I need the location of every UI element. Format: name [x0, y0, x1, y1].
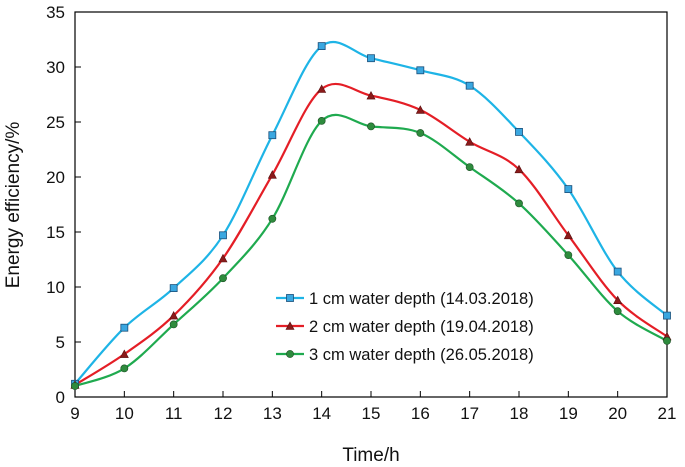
y-tick-label: 20 — [46, 168, 65, 187]
data-point-2cm — [169, 310, 179, 320]
x-tick-label: 13 — [263, 404, 282, 423]
x-tick-label: 17 — [460, 404, 479, 423]
data-point-1cm — [317, 42, 326, 50]
data-point-2cm — [366, 90, 376, 100]
data-point-3cm — [663, 336, 671, 345]
y-tick-label: 35 — [46, 3, 65, 22]
data-point-3cm — [268, 214, 277, 223]
legend-label-1cm: 1 cm water depth (14.03.2018) — [309, 290, 534, 308]
data-point-1cm — [120, 323, 129, 332]
y-tick-label: 5 — [56, 333, 65, 352]
y-tick-label: 10 — [46, 278, 65, 297]
legend-label-2cm: 2 cm water depth (19.04.2018) — [309, 318, 534, 336]
data-point-2cm — [218, 253, 228, 263]
data-point-3cm — [564, 251, 573, 259]
data-point-3cm — [465, 163, 474, 171]
x-tick-label: 12 — [214, 404, 233, 423]
data-point-1cm — [367, 54, 375, 63]
series-layer — [70, 40, 672, 390]
data-point-2cm — [317, 84, 327, 93]
x-tick-label: 18 — [510, 404, 529, 423]
data-point-3cm — [120, 364, 129, 373]
data-point-2cm — [267, 170, 277, 179]
data-point-1cm — [219, 231, 227, 240]
y-axis: 0 5 10 15 20 25 30 35 — [46, 3, 81, 407]
data-point-1cm — [416, 66, 425, 75]
y-tick-label: 15 — [46, 223, 65, 242]
x-tick-label: 20 — [608, 404, 627, 423]
data-point-2cm — [465, 137, 475, 146]
y-tick-label: 30 — [46, 58, 65, 77]
legend-label-3cm: 3 cm water depth (26.05.2018) — [309, 346, 534, 364]
data-point-2cm — [119, 349, 129, 358]
data-point-3cm — [219, 274, 227, 283]
data-point-1cm — [169, 284, 178, 293]
legend-marker-3cm — [286, 350, 294, 358]
x-tick-label: 10 — [115, 404, 134, 423]
legend-marker-2cm — [285, 321, 295, 330]
x-axis-title: Time/h — [342, 445, 399, 466]
x-axis: 9 10 11 12 13 14 15 16 17 18 19 20 21 — [70, 391, 676, 423]
data-point-3cm — [317, 117, 326, 125]
y-axis-title: Energy efficiency/% — [3, 122, 24, 289]
legend-marker-1cm — [286, 294, 294, 302]
data-point-1cm — [564, 185, 573, 194]
x-tick-label: 9 — [70, 404, 79, 423]
x-tick-label: 16 — [411, 404, 430, 423]
data-point-3cm — [169, 320, 178, 329]
data-point-3cm — [367, 122, 375, 131]
x-tick-label: 11 — [165, 404, 183, 423]
x-tick-label: 14 — [312, 404, 331, 423]
legend: 1 cm water depth (14.03.2018) 2 cm water… — [268, 282, 590, 374]
x-tick-label: 21 — [658, 404, 677, 423]
legend-box — [268, 282, 590, 374]
data-point-1cm — [613, 267, 622, 276]
x-tick-label: 15 — [362, 404, 381, 423]
y-tick-label: 25 — [46, 113, 65, 132]
data-point-3cm — [515, 199, 523, 208]
data-point-3cm — [416, 129, 425, 137]
data-point-3cm — [613, 307, 622, 316]
x-tick-label: 19 — [559, 404, 578, 423]
data-point-1cm — [465, 81, 474, 90]
data-point-2cm — [415, 105, 425, 114]
data-point-1cm — [268, 131, 277, 140]
y-tick-label: 0 — [56, 388, 65, 407]
data-point-2cm — [514, 164, 524, 174]
data-point-1cm — [663, 311, 671, 320]
data-point-2cm — [613, 295, 623, 305]
data-point-1cm — [515, 127, 523, 136]
data-point-3cm — [71, 382, 79, 390]
data-point-2cm — [563, 230, 573, 240]
